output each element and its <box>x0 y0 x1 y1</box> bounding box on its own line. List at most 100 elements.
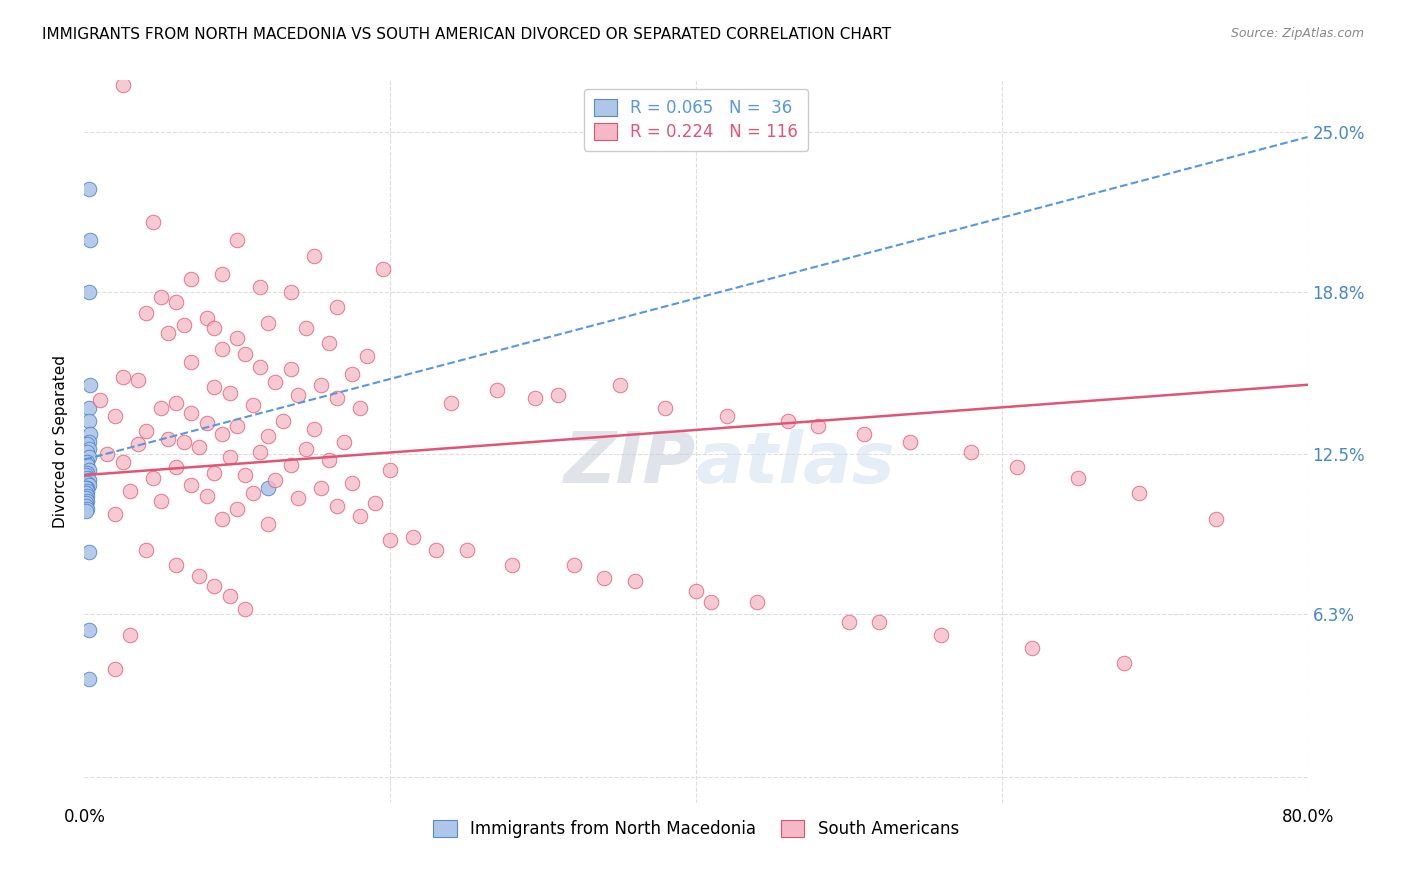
Point <box>440 396 463 410</box>
Point <box>202 380 225 394</box>
Point <box>1021 640 1043 655</box>
Point <box>425 542 447 557</box>
Text: atlas: atlas <box>696 429 896 498</box>
Point <box>685 584 707 599</box>
Point <box>149 494 172 508</box>
Point <box>76 455 98 469</box>
Point <box>257 517 280 532</box>
Point <box>340 368 363 382</box>
Point <box>257 429 280 443</box>
Point <box>233 347 256 361</box>
Point <box>218 590 240 604</box>
Point <box>226 501 249 516</box>
Point <box>318 336 340 351</box>
Point <box>89 393 111 408</box>
Point <box>311 481 333 495</box>
Point <box>287 491 309 506</box>
Point <box>195 310 218 325</box>
Point <box>77 414 100 428</box>
Text: ZIP: ZIP <box>564 429 696 498</box>
Point <box>202 579 225 593</box>
Point <box>127 373 149 387</box>
Point <box>1205 512 1227 526</box>
Point <box>157 326 180 341</box>
Point <box>111 78 134 93</box>
Point <box>165 295 187 310</box>
Point <box>165 396 187 410</box>
Point <box>180 406 202 420</box>
Point <box>325 301 347 315</box>
Point <box>807 419 830 434</box>
Point <box>302 422 325 436</box>
Point <box>77 463 100 477</box>
Point <box>371 261 394 276</box>
Point <box>76 489 98 503</box>
Point <box>325 391 347 405</box>
Point <box>402 530 425 544</box>
Point <box>211 267 233 281</box>
Point <box>173 318 195 333</box>
Point <box>340 475 363 490</box>
Point <box>188 440 211 454</box>
Y-axis label: Divorced or Separated: Divorced or Separated <box>53 355 69 528</box>
Point <box>77 623 100 637</box>
Point <box>111 370 134 384</box>
Point <box>149 401 172 415</box>
Point <box>79 426 101 441</box>
Point <box>76 475 98 490</box>
Legend: Immigrants from North Macedonia, South Americans: Immigrants from North Macedonia, South A… <box>426 814 966 845</box>
Point <box>157 432 180 446</box>
Point <box>242 398 264 412</box>
Point <box>218 450 240 464</box>
Point <box>135 424 157 438</box>
Point <box>264 473 287 487</box>
Point <box>79 377 101 392</box>
Point <box>76 481 98 495</box>
Point <box>76 445 98 459</box>
Point <box>295 321 318 335</box>
Point <box>1128 486 1150 500</box>
Point <box>547 388 569 402</box>
Point <box>226 419 249 434</box>
Point <box>75 499 97 513</box>
Point <box>180 478 202 492</box>
Point <box>1005 460 1028 475</box>
Point <box>120 483 142 498</box>
Point <box>609 377 631 392</box>
Point <box>1067 471 1090 485</box>
Point <box>869 615 891 630</box>
Point <box>898 434 921 449</box>
Point <box>76 471 98 485</box>
Point <box>280 458 302 472</box>
Point <box>135 542 157 557</box>
Point <box>242 486 264 500</box>
Point <box>211 342 233 356</box>
Point <box>76 458 98 472</box>
Point <box>593 571 616 585</box>
Point <box>287 388 309 402</box>
Point <box>280 285 302 299</box>
Point <box>195 489 218 503</box>
Text: Source: ZipAtlas.com: Source: ZipAtlas.com <box>1230 27 1364 40</box>
Point <box>96 447 118 461</box>
Point <box>624 574 647 588</box>
Point <box>929 628 952 642</box>
Point <box>77 434 100 449</box>
Point <box>142 215 165 229</box>
Point <box>75 504 97 518</box>
Point <box>75 468 97 483</box>
Point <box>380 463 402 477</box>
Point <box>104 507 127 521</box>
Point <box>302 249 325 263</box>
Point <box>195 417 218 431</box>
Point <box>173 434 195 449</box>
Point <box>76 501 98 516</box>
Point <box>111 455 134 469</box>
Point <box>249 279 271 293</box>
Point <box>77 473 100 487</box>
Point <box>233 468 256 483</box>
Point <box>75 491 97 506</box>
Point <box>77 450 100 464</box>
Point <box>960 445 983 459</box>
Point <box>318 452 340 467</box>
